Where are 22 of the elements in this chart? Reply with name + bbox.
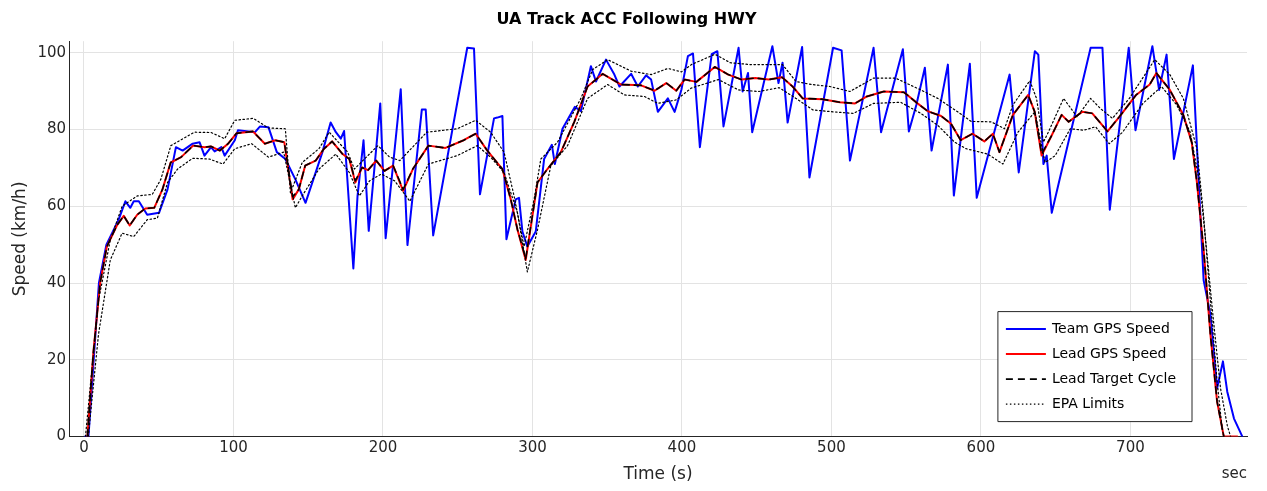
x-tick-label: 600: [966, 438, 996, 457]
legend-label: Team GPS Speed: [1050, 319, 1170, 336]
x-tick-label: 0: [79, 438, 89, 457]
x-axis-title: Time (s): [622, 463, 693, 484]
x-tick-label: 400: [667, 438, 697, 457]
legend-label: Lead GPS Speed: [1051, 344, 1167, 361]
x-tick-label: 100: [219, 438, 248, 457]
y-axis-title: Speed (km/h): [8, 181, 29, 297]
chart-title: UA Track ACC Following HWY: [496, 8, 757, 28]
x-tick-label: 700: [1116, 438, 1145, 457]
y-tick-label: 100: [37, 42, 67, 61]
legend-label: Lead Target Cycle: [1051, 369, 1176, 386]
x-tick-label: 300: [518, 438, 547, 457]
y-tick-label: 60: [46, 196, 67, 215]
text: sec: [1221, 463, 1247, 482]
y-tick-label: 80: [46, 119, 67, 138]
y-tick-label: 40: [46, 272, 67, 291]
legend-label: EPA Limits: [1051, 394, 1125, 411]
y-tick-label: 0: [56, 426, 67, 445]
x-tick-label: 500: [817, 438, 846, 457]
x-tick-label: 200: [368, 438, 398, 457]
y-tick-label: 20: [46, 349, 67, 368]
